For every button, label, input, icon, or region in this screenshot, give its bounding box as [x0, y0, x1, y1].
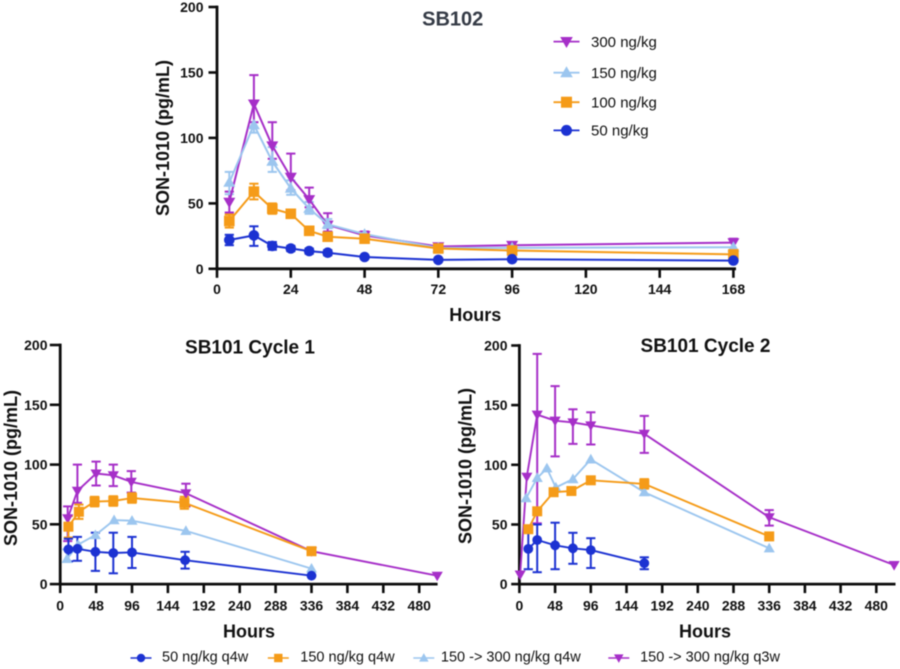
svg-text:432: 432: [372, 598, 396, 614]
svg-text:Hours: Hours: [449, 305, 501, 325]
svg-text:384: 384: [793, 598, 817, 614]
svg-text:SB101 Cycle 2: SB101 Cycle 2: [641, 336, 771, 357]
svg-text:150 -> 300 ng/kg q4w: 150 -> 300 ng/kg q4w: [441, 650, 581, 666]
svg-text:Hours: Hours: [679, 622, 731, 642]
svg-text:SB102: SB102: [422, 9, 483, 31]
svg-text:192: 192: [192, 598, 216, 614]
svg-text:150: 150: [180, 64, 204, 80]
svg-text:336: 336: [758, 598, 782, 614]
svg-text:SON-1010 (pg/mL): SON-1010 (pg/mL): [456, 388, 476, 544]
svg-text:50 ng/kg: 50 ng/kg: [591, 123, 649, 140]
svg-text:384: 384: [336, 598, 360, 614]
svg-text:48: 48: [88, 598, 104, 614]
svg-text:50: 50: [32, 516, 48, 532]
svg-text:144: 144: [615, 598, 639, 614]
svg-text:50 ng/kg q4w: 50 ng/kg q4w: [162, 650, 249, 666]
svg-text:432: 432: [829, 598, 853, 614]
svg-text:50: 50: [492, 516, 508, 532]
svg-text:96: 96: [583, 598, 599, 614]
svg-text:0: 0: [196, 261, 204, 277]
svg-text:200: 200: [484, 338, 508, 354]
svg-text:120: 120: [574, 281, 598, 297]
svg-text:96: 96: [504, 281, 520, 297]
svg-text:0: 0: [500, 576, 508, 592]
svg-text:96: 96: [124, 598, 140, 614]
svg-text:200: 200: [24, 337, 48, 353]
svg-text:150 -> 300 ng/kg q3w: 150 -> 300 ng/kg q3w: [640, 650, 780, 666]
svg-text:SB101 Cycle 1: SB101 Cycle 1: [185, 338, 315, 359]
svg-text:150: 150: [484, 397, 508, 413]
svg-text:0: 0: [56, 598, 64, 614]
svg-text:0: 0: [40, 576, 48, 592]
svg-text:150 ng/kg: 150 ng/kg: [591, 65, 657, 82]
svg-text:480: 480: [865, 598, 889, 614]
svg-text:288: 288: [264, 598, 288, 614]
svg-text:100: 100: [484, 457, 508, 473]
svg-text:240: 240: [228, 598, 252, 614]
svg-text:24: 24: [283, 281, 299, 297]
svg-text:192: 192: [650, 598, 674, 614]
svg-text:100: 100: [24, 457, 48, 473]
svg-text:200: 200: [180, 0, 204, 15]
svg-text:50: 50: [188, 195, 204, 211]
svg-text:144: 144: [648, 281, 672, 297]
svg-text:168: 168: [722, 281, 746, 297]
svg-text:0: 0: [213, 281, 221, 297]
svg-text:100 ng/kg: 100 ng/kg: [591, 95, 657, 112]
svg-text:SON-1010 (pg/mL): SON-1010 (pg/mL): [1, 390, 21, 546]
svg-text:144: 144: [156, 598, 180, 614]
svg-text:100: 100: [180, 130, 204, 146]
svg-text:150 ng/kg q4w: 150 ng/kg q4w: [300, 650, 395, 666]
svg-text:72: 72: [431, 281, 447, 297]
svg-text:300 ng/kg: 300 ng/kg: [591, 34, 657, 51]
svg-text:48: 48: [547, 598, 563, 614]
svg-text:480: 480: [408, 598, 432, 614]
svg-text:336: 336: [300, 598, 324, 614]
svg-text:0: 0: [516, 598, 524, 614]
svg-text:Hours: Hours: [223, 622, 275, 642]
svg-text:288: 288: [722, 598, 746, 614]
svg-text:SON-1010 (pg/mL): SON-1010 (pg/mL): [153, 60, 173, 216]
svg-text:240: 240: [686, 598, 710, 614]
svg-text:150: 150: [24, 397, 48, 413]
svg-text:48: 48: [357, 281, 373, 297]
